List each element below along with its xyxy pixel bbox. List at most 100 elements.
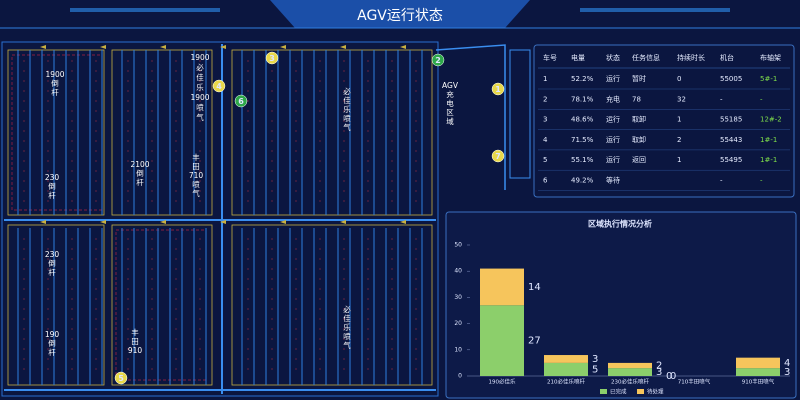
zone-label: 电 <box>446 98 454 108</box>
table-cell: 4 <box>543 136 548 144</box>
direction-arrow <box>220 45 226 49</box>
zone-label: 乐 <box>343 104 351 114</box>
zone-label: 倒 <box>51 78 59 88</box>
table-header: 车号 <box>543 53 557 62</box>
zone-box <box>231 224 433 386</box>
table-cell: 等待 <box>606 176 620 185</box>
zone-label: 气 <box>192 188 200 198</box>
zone-label: 丰 <box>192 152 200 162</box>
zone-label: 190 <box>45 330 60 339</box>
agv-marker <box>265 51 279 65</box>
zone-label: 倒 <box>136 168 144 178</box>
table-cell: 78 <box>632 95 641 103</box>
table-cell: 0 <box>677 75 681 83</box>
table-header: 机台 <box>720 53 734 62</box>
charge-path <box>435 44 506 190</box>
direction-arrow <box>340 220 346 224</box>
zone-label: 910 <box>128 346 143 355</box>
zone-label: 佳 <box>343 313 351 323</box>
page-title: AGV运行状态 <box>357 8 443 24</box>
table-cell: 返回 <box>632 156 646 164</box>
bar-segment <box>544 355 588 363</box>
table-cell: 2 <box>677 136 681 144</box>
value-label: 3 <box>784 367 790 378</box>
table-cell: 71.5% <box>571 136 594 144</box>
direction-arrow <box>160 220 166 224</box>
direction-arrow <box>40 220 46 224</box>
zone-box <box>7 49 105 216</box>
value-label: 14 <box>528 282 541 293</box>
zone-label: 必 <box>343 86 351 96</box>
x-tick-label: 190必佳乐 <box>489 378 516 386</box>
zone-label: 倒 <box>48 258 56 268</box>
zone-label: 230 <box>45 173 60 182</box>
zone-label: 1900 <box>190 53 209 62</box>
legend-label: 已完成 <box>610 388 627 396</box>
header-stripes <box>70 8 730 12</box>
table-cell: 3 <box>543 116 547 124</box>
table-cell: 48.6% <box>571 116 594 124</box>
zone-label: 1900 <box>190 93 209 102</box>
zone-label: 田 <box>131 337 139 346</box>
agv-label: 6 <box>238 97 244 106</box>
zone-label: 杆 <box>48 190 56 200</box>
zone-label: 充 <box>446 89 454 99</box>
agv-label: 1 <box>495 85 501 94</box>
table-cell: 1 <box>677 116 681 124</box>
zone-label: 气 <box>196 112 204 122</box>
table-cell: 55185 <box>720 116 742 124</box>
table-cell: 取卸 <box>632 115 646 124</box>
table-cell: 32 <box>677 95 686 103</box>
zone-label: 倒 <box>48 338 56 348</box>
table-cell: 1 <box>543 75 547 83</box>
zone-label: 喷 <box>343 113 351 123</box>
table-cell: - <box>720 95 723 103</box>
direction-arrow <box>280 45 286 49</box>
zone-label: 杆 <box>48 267 56 277</box>
table-header: 任务信息 <box>632 53 660 62</box>
zone-box <box>7 224 105 386</box>
x-tick-label: 910丰田喷气 <box>742 378 775 386</box>
y-tick-label: 0 <box>458 373 462 380</box>
table-cell: 55495 <box>720 156 742 164</box>
zone-label: 必 <box>343 304 351 314</box>
agv-label: 3 <box>269 54 275 63</box>
y-tick-label: 50 <box>454 242 462 249</box>
zone-label: 区 <box>446 108 454 117</box>
zone-label: 2100 <box>130 160 149 169</box>
zone-label: 杆 <box>136 177 144 187</box>
direction-arrow <box>400 45 406 49</box>
value-label: 4 <box>784 358 790 369</box>
y-tick-label: 30 <box>454 294 462 301</box>
agv-marker <box>491 82 505 96</box>
value-label: 27 <box>528 336 541 347</box>
zone-label: 气 <box>343 340 351 350</box>
table-cell: 55443 <box>720 136 742 144</box>
bar-segment <box>736 357 780 369</box>
zone-label: 喷 <box>196 102 204 112</box>
agv-label: 2 <box>435 56 441 65</box>
table-cell: 6 <box>543 177 548 185</box>
table-cell: 5#-1 <box>760 75 777 83</box>
zone-label: 乐 <box>343 322 351 332</box>
agv-marker <box>234 94 248 108</box>
table-panel <box>533 44 795 198</box>
x-tick-label: 210必佳乐喷杆 <box>547 378 585 386</box>
header: AGV运行状态 <box>0 0 800 29</box>
zone-label: 倒 <box>48 181 56 191</box>
zone-box <box>111 224 213 386</box>
agv-label: 5 <box>118 374 124 383</box>
direction-arrow <box>400 220 406 224</box>
table-cell: 49.2% <box>571 177 594 185</box>
zone-label: 域 <box>446 116 454 126</box>
table-cell: 1 <box>677 156 681 164</box>
table-cell: 运行 <box>606 115 620 124</box>
bar-segment <box>608 362 652 369</box>
table-cell: - <box>760 177 763 185</box>
zone-box <box>231 49 433 216</box>
zone-label: 1900 <box>45 70 64 79</box>
direction-arrow <box>100 45 106 49</box>
zone-box <box>111 49 213 216</box>
